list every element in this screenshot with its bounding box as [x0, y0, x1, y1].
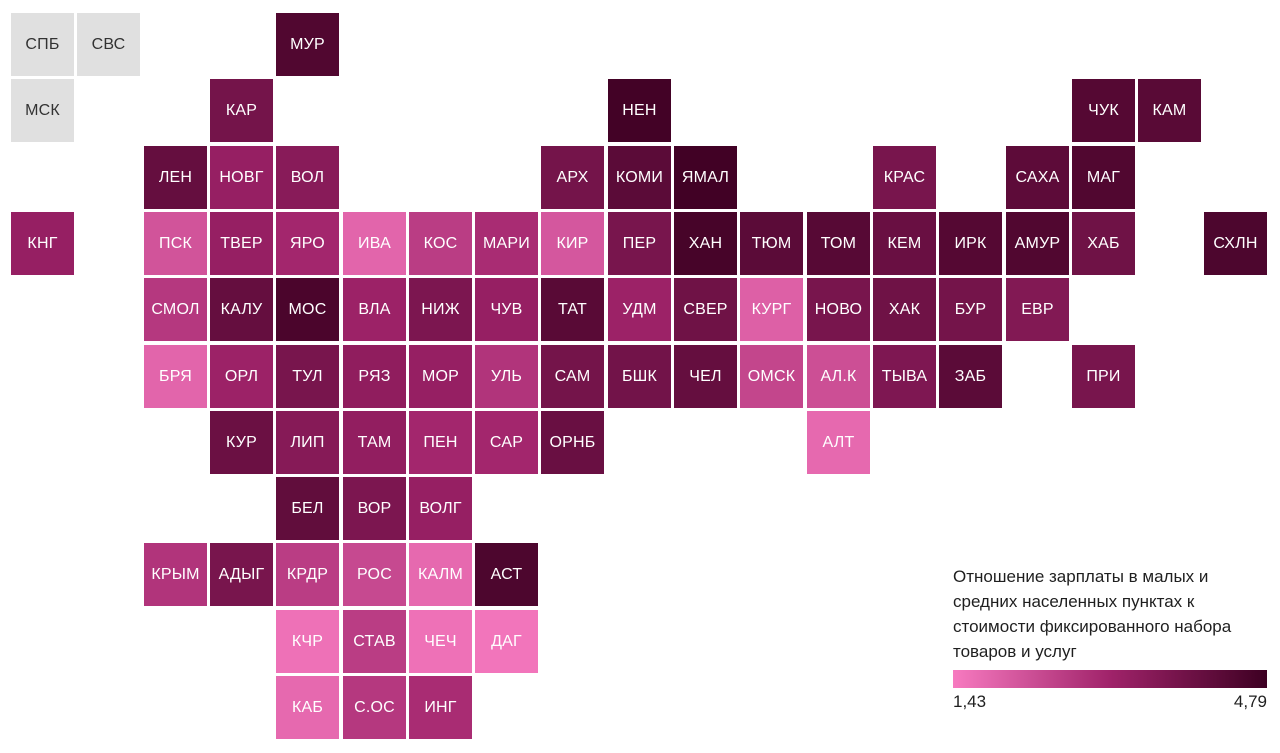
region-tile: ЗАБ	[939, 345, 1002, 408]
region-tile: КУР	[210, 411, 273, 474]
region-tile: ВОЛГ	[409, 477, 472, 540]
region-tile: ПЕН	[409, 411, 472, 474]
region-tile: НОВГ	[210, 146, 273, 209]
region-tile: АРХ	[541, 146, 604, 209]
region-tile: ЧЕЧ	[409, 610, 472, 673]
region-tile: АМУР	[1006, 212, 1069, 275]
region-tile: БШК	[608, 345, 671, 408]
region-tile: САХА	[1006, 146, 1069, 209]
region-tile: НОВО	[807, 278, 870, 341]
region-tile: СВС	[77, 13, 140, 76]
region-tile: КАМ	[1138, 79, 1201, 142]
region-tile: БРЯ	[144, 345, 207, 408]
region-tile: ОМСК	[740, 345, 803, 408]
region-tile: ТАТ	[541, 278, 604, 341]
region-tile: С.ОС	[343, 676, 406, 739]
region-tile: КИР	[541, 212, 604, 275]
region-tile: МОР	[409, 345, 472, 408]
region-tile: КОС	[409, 212, 472, 275]
region-tile: КОМИ	[608, 146, 671, 209]
region-tile: ОРЛ	[210, 345, 273, 408]
region-tile: САМ	[541, 345, 604, 408]
region-tile: МОС	[276, 278, 339, 341]
region-tile: ТЮМ	[740, 212, 803, 275]
region-tile: КАБ	[276, 676, 339, 739]
region-tile: КРЫМ	[144, 543, 207, 606]
region-tile: ОРНБ	[541, 411, 604, 474]
region-tile: АЛ.К	[807, 345, 870, 408]
region-tile: УЛЬ	[475, 345, 538, 408]
region-tile: ЧУК	[1072, 79, 1135, 142]
region-tile: ХАБ	[1072, 212, 1135, 275]
region-tile: АЛТ	[807, 411, 870, 474]
region-tile: ЯМАЛ	[674, 146, 737, 209]
region-tile: ТУЛ	[276, 345, 339, 408]
region-tile: СПБ	[11, 13, 74, 76]
region-tile: АДЫГ	[210, 543, 273, 606]
region-tile: КАЛУ	[210, 278, 273, 341]
region-tile: КРДР	[276, 543, 339, 606]
region-tile: ПСК	[144, 212, 207, 275]
region-tile: ВОЛ	[276, 146, 339, 209]
region-tile: ВОР	[343, 477, 406, 540]
region-tile: ЛИП	[276, 411, 339, 474]
region-tile: ТОМ	[807, 212, 870, 275]
region-tile: КУРГ	[740, 278, 803, 341]
region-tile: МУР	[276, 13, 339, 76]
region-tile: АСТ	[475, 543, 538, 606]
legend-title: Отношение зарплаты в малых и средних нас…	[953, 567, 1232, 661]
region-tile: УДМ	[608, 278, 671, 341]
region-tile: ИНГ	[409, 676, 472, 739]
region-tile: ЯРО	[276, 212, 339, 275]
legend-gradient-bar	[953, 670, 1267, 688]
region-tile: СТАВ	[343, 610, 406, 673]
region-tile: ТЫВА	[873, 345, 936, 408]
region-tile: КНГ	[11, 212, 74, 275]
region-tile: КЕМ	[873, 212, 936, 275]
region-tile: ХАН	[674, 212, 737, 275]
region-tile: ТВЕР	[210, 212, 273, 275]
region-tile: ЛЕН	[144, 146, 207, 209]
region-tile: ЕВР	[1006, 278, 1069, 341]
region-tile: МСК	[11, 79, 74, 142]
legend-labels: 1,43 4,79	[953, 690, 1267, 714]
region-tile: ПЕР	[608, 212, 671, 275]
region-tile: ПРИ	[1072, 345, 1135, 408]
legend-min-label: 1,43	[953, 692, 987, 711]
region-tile: НЕН	[608, 79, 671, 142]
region-tile: РЯЗ	[343, 345, 406, 408]
region-tile: МАРИ	[475, 212, 538, 275]
legend-max-label: 4,79	[1233, 692, 1267, 711]
region-tile: ДАГ	[475, 610, 538, 673]
region-tile: САР	[475, 411, 538, 474]
region-tile: ИРК	[939, 212, 1002, 275]
region-tile: КАР	[210, 79, 273, 142]
region-tile: НИЖ	[409, 278, 472, 341]
region-tile: БЕЛ	[276, 477, 339, 540]
region-tile: СВЕР	[674, 278, 737, 341]
region-tile: ИВА	[343, 212, 406, 275]
region-tile: РОС	[343, 543, 406, 606]
region-tile: КЧР	[276, 610, 339, 673]
region-tile: ЧЕЛ	[674, 345, 737, 408]
region-tile: БУР	[939, 278, 1002, 341]
region-tile: СХЛН	[1204, 212, 1267, 275]
region-tile: ВЛА	[343, 278, 406, 341]
region-tile: КРАС	[873, 146, 936, 209]
legend: Отношение зарплаты в малых и средних нас…	[953, 564, 1271, 714]
region-tile: ЧУВ	[475, 278, 538, 341]
region-tile: ХАК	[873, 278, 936, 341]
region-tile: КАЛМ	[409, 543, 472, 606]
region-tile: СМОЛ	[144, 278, 207, 341]
region-tile: МАГ	[1072, 146, 1135, 209]
region-tile: ТАМ	[343, 411, 406, 474]
